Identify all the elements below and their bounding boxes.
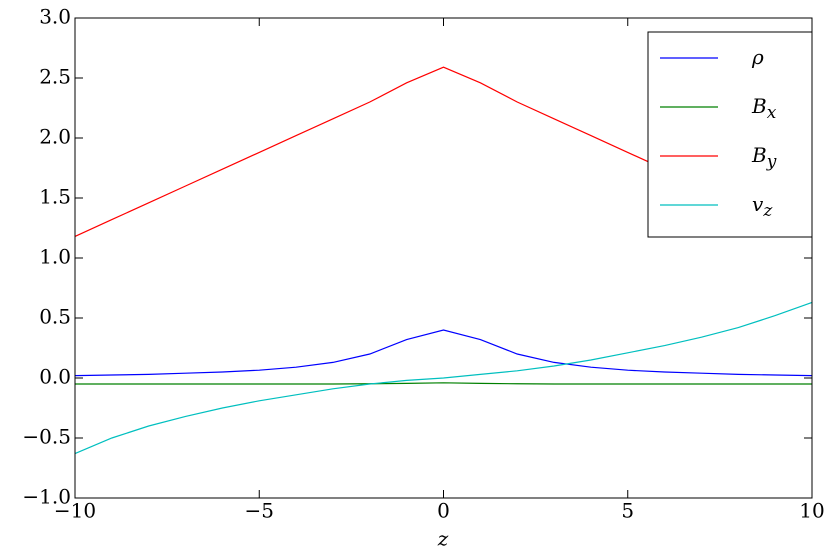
y-tick-label: 1.0 <box>39 245 71 269</box>
legend-label: Bx <box>751 94 777 123</box>
y-tick-label: 2.5 <box>39 65 71 89</box>
legend: ρ Bx By vz <box>647 31 813 238</box>
series-line <box>74 329 813 377</box>
y-tick-label: 3.0 <box>39 5 71 29</box>
series-line <box>75 382 812 385</box>
x-tick-label: 10 <box>799 499 824 523</box>
legend-label: vz <box>752 192 773 221</box>
series-line <box>74 301 813 455</box>
plot-frame <box>74 17 813 499</box>
y-tick-label: 0.5 <box>39 305 71 329</box>
x-axis-label: z <box>437 527 449 551</box>
x-tick-label: 5 <box>621 499 634 523</box>
x-tick-label: −5 <box>245 499 274 523</box>
legend-box <box>647 31 813 238</box>
x-tick-label: 0 <box>437 499 450 523</box>
legend-label: By <box>751 143 777 172</box>
y-tick-label: −0.5 <box>22 425 71 449</box>
y-tick-label: 0.0 <box>39 365 71 389</box>
y-tick-label: 2.0 <box>39 125 71 149</box>
x-tick-label: −10 <box>54 499 96 523</box>
y-tick-label: −1.0 <box>22 485 71 509</box>
y-tick-label: 1.5 <box>39 185 71 209</box>
legend-label: ρ <box>751 45 764 69</box>
